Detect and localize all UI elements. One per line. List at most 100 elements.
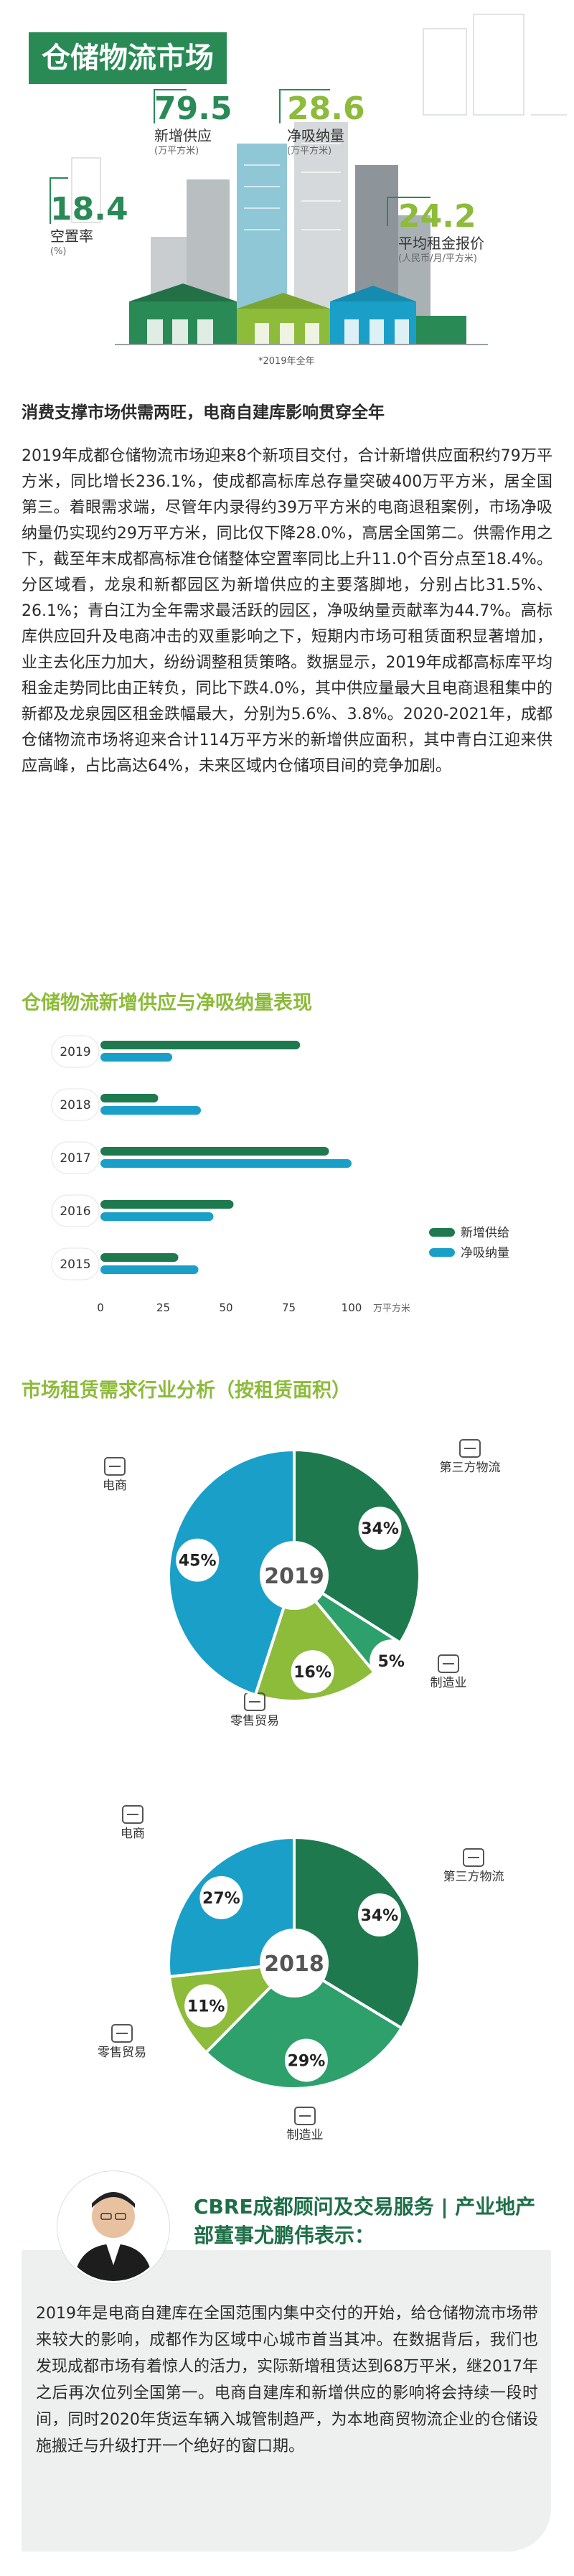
- icon-frame: [104, 1457, 126, 1476]
- stat-net-absorption: 28.6 净吸纳量 (万平方米): [287, 92, 365, 158]
- category-label: 制造业: [430, 1676, 467, 1690]
- value-badge: [370, 1639, 413, 1683]
- value-label: 5%: [378, 1653, 405, 1671]
- article-body: 2019年成都仓储物流市场迎来8个新项目交付，合计新增供应面积约79万平方米，同…: [22, 447, 552, 775]
- value-label: 34%: [361, 1520, 399, 1538]
- tools-icon: [294, 2107, 316, 2125]
- stat-unit: (%): [50, 246, 67, 257]
- pie-slice: [204, 1961, 404, 2090]
- bar-chart-title: 仓储物流新增供应与净吸纳量表现: [22, 992, 312, 1014]
- pie-slice: [167, 1448, 296, 1697]
- stat-value: 18.4: [50, 191, 128, 228]
- infographic-header: 仓储物流市场 79.5 新增供应 (万平方米) 28.6 净吸纳量 (万平方米)…: [0, 0, 574, 373]
- bar-new-supply: [100, 1147, 329, 1156]
- value-label: 27%: [202, 1890, 240, 1908]
- value-badge: [284, 2038, 328, 2082]
- x-tick-label: 100: [342, 1301, 362, 1314]
- stat-value: 28.6: [287, 90, 365, 127]
- value-badge: [176, 1538, 220, 1582]
- category-label: 第三方物流: [443, 1870, 504, 1884]
- bar-chart: 2019 2018 2017 2016 2015 0 25 50 75 100 万平方米 新增供给净吸…: [51, 1035, 509, 1314]
- truck-icon: [459, 1439, 481, 1458]
- x-unit-label: 万平方米: [373, 1303, 410, 1314]
- stat-vacancy-rate: 18.4 空置率 (%): [50, 192, 128, 258]
- footnote: *2019年全年: [258, 356, 315, 367]
- bar-new-supply: [100, 1041, 301, 1049]
- value-badge: [199, 1875, 243, 1919]
- tools-icon: [438, 1654, 459, 1673]
- stat-value: 24.2: [398, 198, 476, 235]
- donut-center: [260, 1541, 329, 1610]
- legend-swatch: [429, 1228, 455, 1237]
- stat-unit: (万平方米): [287, 146, 332, 156]
- stat-unit: (万平方米): [154, 146, 199, 156]
- stat-unit: (人民币/月/平方米): [398, 253, 477, 264]
- bar-new-supply: [100, 1200, 234, 1209]
- value-badge: [358, 1507, 402, 1550]
- bar-net-absorption: [100, 1106, 201, 1115]
- city-skyline-illustration: [50, 14, 567, 345]
- category-label: 2015: [60, 1257, 90, 1272]
- value-badge: [357, 1893, 401, 1936]
- section-title: 仓储物流市场: [29, 32, 227, 84]
- legend-label: 新增供给: [461, 1226, 509, 1240]
- x-tick-label: 25: [156, 1301, 170, 1314]
- legend-swatch: [429, 1248, 455, 1257]
- category-label: 2016: [60, 1204, 90, 1219]
- year-pill: [51, 1247, 100, 1280]
- stat-value: 79.5: [154, 90, 232, 127]
- speaker-title: CBRE成都顾问及交易服务 | 产业地产部董事尤鹏伟表示：: [194, 2195, 536, 2247]
- icon-frame: [294, 2107, 316, 2125]
- category-label: 2017: [60, 1151, 90, 1166]
- pie-chart-2019: 34% 第三方物流 5% 制造业 16% 零售贸易 45% 电商 2019: [103, 1439, 501, 1728]
- stat-label: 净吸纳量: [287, 127, 344, 144]
- x-tick-label: 50: [219, 1301, 232, 1314]
- value-label: 34%: [361, 1907, 399, 1925]
- icon-frame: [463, 1848, 484, 1867]
- bar-net-absorption: [100, 1053, 173, 1062]
- quote-section: CBRE成都顾问及交易服务 | 产业地产部董事尤鹏伟表示： 2019年是电商自建…: [22, 2171, 552, 2555]
- value-badge: [291, 1650, 334, 1694]
- icon-frame: [122, 1805, 144, 1824]
- icon-frame: [438, 1654, 459, 1673]
- year-pill: [51, 1088, 100, 1121]
- category-label: 2019: [60, 1045, 90, 1059]
- value-label: 16%: [293, 1664, 331, 1682]
- shop-icon: [111, 2024, 133, 2043]
- category-label: 电商: [103, 1479, 127, 1493]
- speaker-avatar: [57, 2171, 169, 2283]
- bar-net-absorption: [100, 1265, 199, 1274]
- bar-net-absorption: [100, 1159, 352, 1168]
- stat-new-supply: 79.5 新增供应 (万平方米): [154, 92, 232, 158]
- category-label: 制造业: [287, 2128, 324, 2142]
- person-icon: [74, 2192, 153, 2281]
- year-pill: [51, 1141, 100, 1174]
- value-badge: [184, 1984, 228, 2028]
- year-pill: [51, 1035, 100, 1068]
- category-label: 电商: [121, 1827, 145, 1841]
- stat-label: 新增供应: [154, 127, 212, 144]
- category-label: 第三方物流: [440, 1461, 501, 1475]
- year-label: 2018: [264, 1952, 324, 1977]
- value-label: 29%: [288, 2052, 326, 2070]
- stat-label: 空置率: [50, 228, 93, 245]
- year-pill: [51, 1194, 100, 1227]
- bar-new-supply: [100, 1253, 179, 1262]
- quote-box: [22, 2250, 551, 2552]
- quote-text: 2019年是电商自建库在全国范围内集中交付的开始，给仓储物流市场带来较大的影响，…: [36, 2305, 538, 2455]
- value-label: 11%: [187, 1997, 225, 2015]
- category-label: 2018: [60, 1098, 90, 1113]
- category-label: 零售贸易: [230, 1714, 279, 1728]
- truck-icon: [463, 1848, 484, 1867]
- icon-frame: [111, 2024, 133, 2043]
- pie-chart-2018: 34% 第三方物流 29% 制造业 11% 零售贸易 27% 电商 2018: [98, 1805, 504, 2142]
- bar-new-supply: [100, 1094, 159, 1102]
- stat-average-rent: 24.2 平均租金报价 (人民币/月/平方米): [398, 200, 484, 266]
- category-label: 零售贸易: [98, 2046, 146, 2060]
- stat-label: 平均租金报价: [398, 235, 484, 252]
- x-tick-label: 75: [282, 1301, 296, 1314]
- bar-net-absorption: [100, 1212, 214, 1221]
- legend-label: 净吸纳量: [461, 1246, 509, 1260]
- year-label: 2019: [264, 1564, 324, 1589]
- article-headline: 消费支撑市场供需两旺，电商自建库影响贯穿全年: [22, 403, 385, 422]
